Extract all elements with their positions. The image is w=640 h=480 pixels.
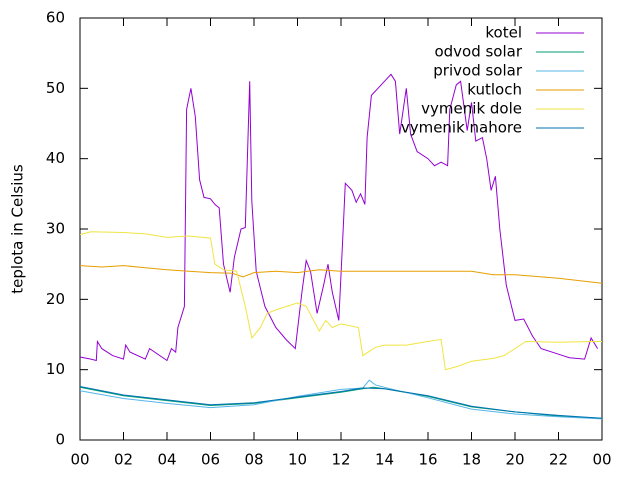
x-tick-label: 00 xyxy=(70,451,89,469)
legend-label: privod solar xyxy=(433,62,523,80)
series-line xyxy=(79,379,603,420)
y-tick-label: 0 xyxy=(55,431,65,449)
y-tick-label: 50 xyxy=(46,79,65,97)
series-line xyxy=(79,231,602,371)
x-tick-label: 12 xyxy=(331,451,350,469)
x-tick-label: 00 xyxy=(592,451,611,469)
x-tick-label: 16 xyxy=(418,451,437,469)
x-tick-label: 10 xyxy=(288,451,307,469)
x-tick-label: 08 xyxy=(244,451,263,469)
x-tick-label: 20 xyxy=(505,451,524,469)
y-axis-label: teplota in Celsius xyxy=(9,164,27,294)
y-tick-label: 10 xyxy=(46,360,65,378)
legend-label: vymenik nahore xyxy=(401,119,522,137)
legend-label: kotel xyxy=(485,24,522,42)
plot-border xyxy=(79,17,603,441)
y-tick-label: 60 xyxy=(46,9,65,27)
x-tick-label: 04 xyxy=(157,451,176,469)
x-tick-label: 02 xyxy=(114,451,133,469)
series-line xyxy=(79,386,603,419)
y-tick-label: 20 xyxy=(46,290,65,308)
x-tick-label: 22 xyxy=(549,451,568,469)
x-tick-label: 18 xyxy=(462,451,481,469)
y-tick-label: 40 xyxy=(46,149,65,167)
x-tick-label: 14 xyxy=(375,451,394,469)
series-line xyxy=(79,265,603,284)
legend-label: vymenik dole xyxy=(421,100,522,118)
legend-label: odvod solar xyxy=(434,43,522,61)
series-line xyxy=(79,73,599,362)
legend-label: kutloch xyxy=(467,81,522,99)
y-tick-label: 30 xyxy=(46,220,65,238)
x-tick-label: 06 xyxy=(201,451,220,469)
